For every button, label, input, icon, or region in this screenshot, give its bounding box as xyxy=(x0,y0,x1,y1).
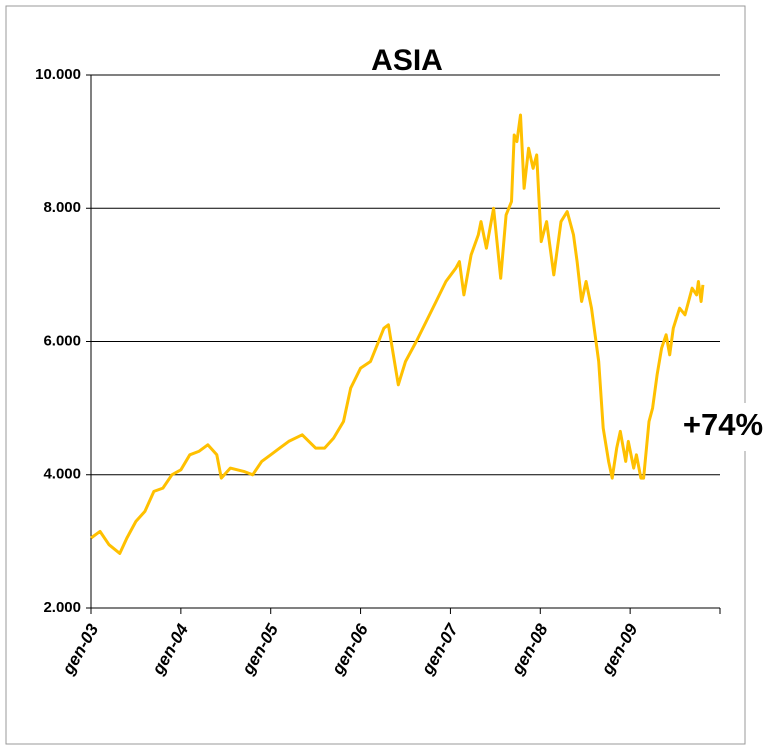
chart-title: ASIA xyxy=(371,44,443,77)
x-tick-label: gen-05 xyxy=(238,620,283,678)
line-series xyxy=(90,113,705,555)
x-tick-label: gen-04 xyxy=(148,620,193,678)
x-tick-label: gen-09 xyxy=(597,620,642,678)
x-tick-label: gen-06 xyxy=(328,620,373,678)
x-tick-label: gen-08 xyxy=(507,620,552,678)
y-tick-label: 6.000 xyxy=(43,332,81,349)
x-tick-label: gen-07 xyxy=(417,619,462,678)
x-tick-label: gen-03 xyxy=(58,620,103,678)
annotation: +74% xyxy=(683,407,763,442)
y-tick-label: 4.000 xyxy=(43,466,81,483)
chart-border xyxy=(5,5,746,745)
annotation-background xyxy=(664,403,771,451)
y-tick-label: 2.000 xyxy=(43,599,81,616)
y-tick-label: 8.000 xyxy=(43,199,81,216)
y-tick-label: 10.000 xyxy=(35,66,81,83)
